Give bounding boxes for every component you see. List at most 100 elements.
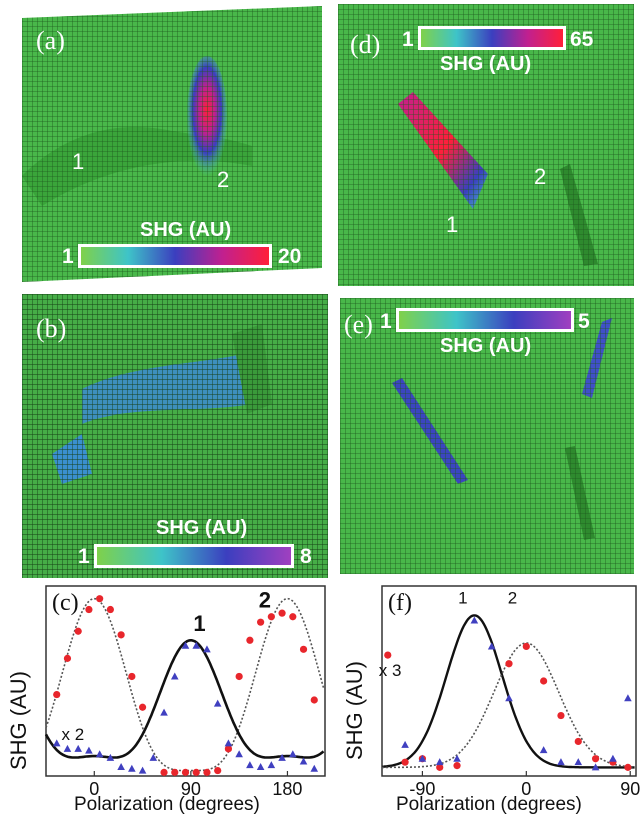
data-point-series-2 — [192, 768, 200, 776]
chart-c: SHG (AU) 0 90 180 (c) 1 2 x 2 Polarization (de… — [0, 580, 330, 818]
surface-plot-d — [338, 4, 634, 286]
colorbar-max: 8 — [300, 545, 312, 568]
x-tick-label: -90 — [409, 779, 435, 799]
plot-frame — [45, 585, 326, 777]
colorbar-gradient — [78, 244, 272, 268]
data-point-series-1 — [487, 642, 496, 650]
data-point-series-2 — [522, 642, 530, 651]
panel-label-a: (a) — [36, 26, 65, 55]
data-point-series-1 — [160, 708, 168, 716]
data-point-series-1 — [310, 764, 319, 772]
x-tick-label: 90 — [620, 779, 640, 799]
data-point-series-2 — [299, 645, 308, 653]
curve-annotation: 1 — [193, 611, 205, 636]
curve-annotation: 2 — [259, 588, 271, 613]
panel-label: (c) — [52, 590, 79, 616]
data-point-series-2 — [267, 613, 275, 621]
data-point-series-2 — [85, 605, 93, 614]
surface-plot-e — [340, 298, 634, 574]
data-point-series-1 — [278, 753, 286, 761]
data-point-series-2 — [138, 703, 147, 711]
data-point-series-2 — [246, 636, 254, 644]
data-point-series-2 — [203, 768, 211, 776]
x-tick-label: 180 — [272, 779, 302, 799]
panel-d: (d) 1 2 1 65 SHG (AU) — [338, 4, 634, 286]
feature-mark-2: 2 — [534, 164, 547, 189]
data-point-series-1 — [505, 694, 513, 702]
data-point-series-1 — [63, 744, 72, 752]
data-point-series-1 — [181, 641, 190, 649]
colorbar-min: 1 — [380, 310, 392, 333]
colorbar-title: SHG (AU) — [440, 335, 532, 357]
panel-label-b: (b) — [36, 314, 67, 343]
data-point-series-1 — [85, 746, 93, 754]
fit-curve-series-1 — [381, 614, 635, 769]
x-tick-label: 0 — [521, 779, 531, 799]
data-point-series-1 — [95, 750, 104, 758]
curve-annotation: 1 — [458, 588, 467, 607]
data-point-series-2 — [257, 618, 265, 626]
data-point-series-1 — [267, 761, 276, 769]
data-point-series-2 — [181, 768, 190, 776]
panel-label: (f) — [388, 590, 412, 616]
data-point-series-2 — [289, 613, 297, 621]
feature-mark-2: 2 — [217, 167, 230, 192]
surface-plot-a — [22, 6, 322, 282]
data-point-series-1 — [203, 645, 211, 653]
data-point-series-2 — [171, 768, 179, 776]
panel-e: (e) 1 5 SHG (AU) — [340, 298, 634, 574]
data-point-series-2 — [591, 755, 600, 763]
data-point-series-1 — [149, 753, 158, 761]
panel-a: (a) 1 2 SHG (AU) 1 20 — [22, 6, 322, 282]
data-point-series-2 — [74, 627, 82, 635]
data-point-series-1 — [470, 616, 479, 624]
curve-annotation: x 3 — [379, 661, 402, 680]
chart-f: SHG (AU) -90 0 90 (f) 1 2 x 3 Polarization (de… — [336, 580, 641, 818]
data-point-series-1 — [106, 753, 115, 761]
colorbar-title: SHG (AU) — [156, 517, 248, 539]
panel-b: (b) SHG (AU) 1 8 — [22, 294, 328, 578]
data-point-series-1 — [256, 762, 265, 770]
data-point-series-2 — [224, 745, 233, 753]
data-point-series-1 — [246, 761, 254, 769]
plot-area-f: -90 0 90 (f) 1 2 x 3 — [379, 585, 640, 799]
data-point-series-1 — [557, 758, 565, 766]
data-point-series-2 — [453, 762, 461, 770]
colorbar-min: 1 — [402, 28, 414, 51]
data-point-series-2 — [106, 605, 114, 614]
data-point-series-1 — [52, 739, 61, 747]
data-point-series-2 — [557, 711, 565, 720]
plot-frame — [381, 585, 637, 777]
data-point-series-2 — [540, 677, 548, 685]
data-point-series-2 — [624, 763, 632, 771]
curve-annotation: x 2 — [61, 725, 84, 744]
fit-curve-series-1 — [44, 639, 325, 759]
colorbar-max: 5 — [578, 310, 590, 333]
data-point-series-1 — [138, 766, 147, 774]
x-axis-label: Polarization (degrees) — [74, 794, 260, 815]
colorbar-max: 65 — [570, 28, 594, 51]
data-point-series-1 — [539, 746, 548, 754]
data-point-series-1 — [574, 758, 583, 766]
feature-mark-1: 1 — [72, 149, 85, 174]
data-point-series-2 — [436, 763, 444, 771]
data-point-series-2 — [574, 737, 582, 746]
data-point-series-2 — [63, 654, 72, 662]
data-point-series-2 — [505, 660, 513, 668]
curve-annotation: 2 — [508, 588, 517, 607]
data-point-series-2 — [128, 672, 136, 681]
colorbar-gradient — [396, 308, 574, 332]
colorbar-min: 1 — [62, 245, 74, 268]
data-point-series-1 — [170, 672, 179, 680]
x-axis-label: Polarization (degrees) — [396, 794, 582, 815]
colorbar-title: SHG (AU) — [440, 53, 532, 75]
data-point-series-1 — [591, 763, 600, 771]
colorbar-min: 1 — [78, 545, 90, 568]
data-point-series-1 — [235, 750, 243, 758]
data-point-series-1 — [213, 699, 222, 707]
colorbar-gradient — [94, 544, 294, 568]
data-point-series-1 — [74, 744, 82, 752]
panel-label-e: (e) — [344, 310, 373, 339]
data-point-series-2 — [160, 768, 168, 776]
data-point-series-2 — [214, 766, 222, 775]
